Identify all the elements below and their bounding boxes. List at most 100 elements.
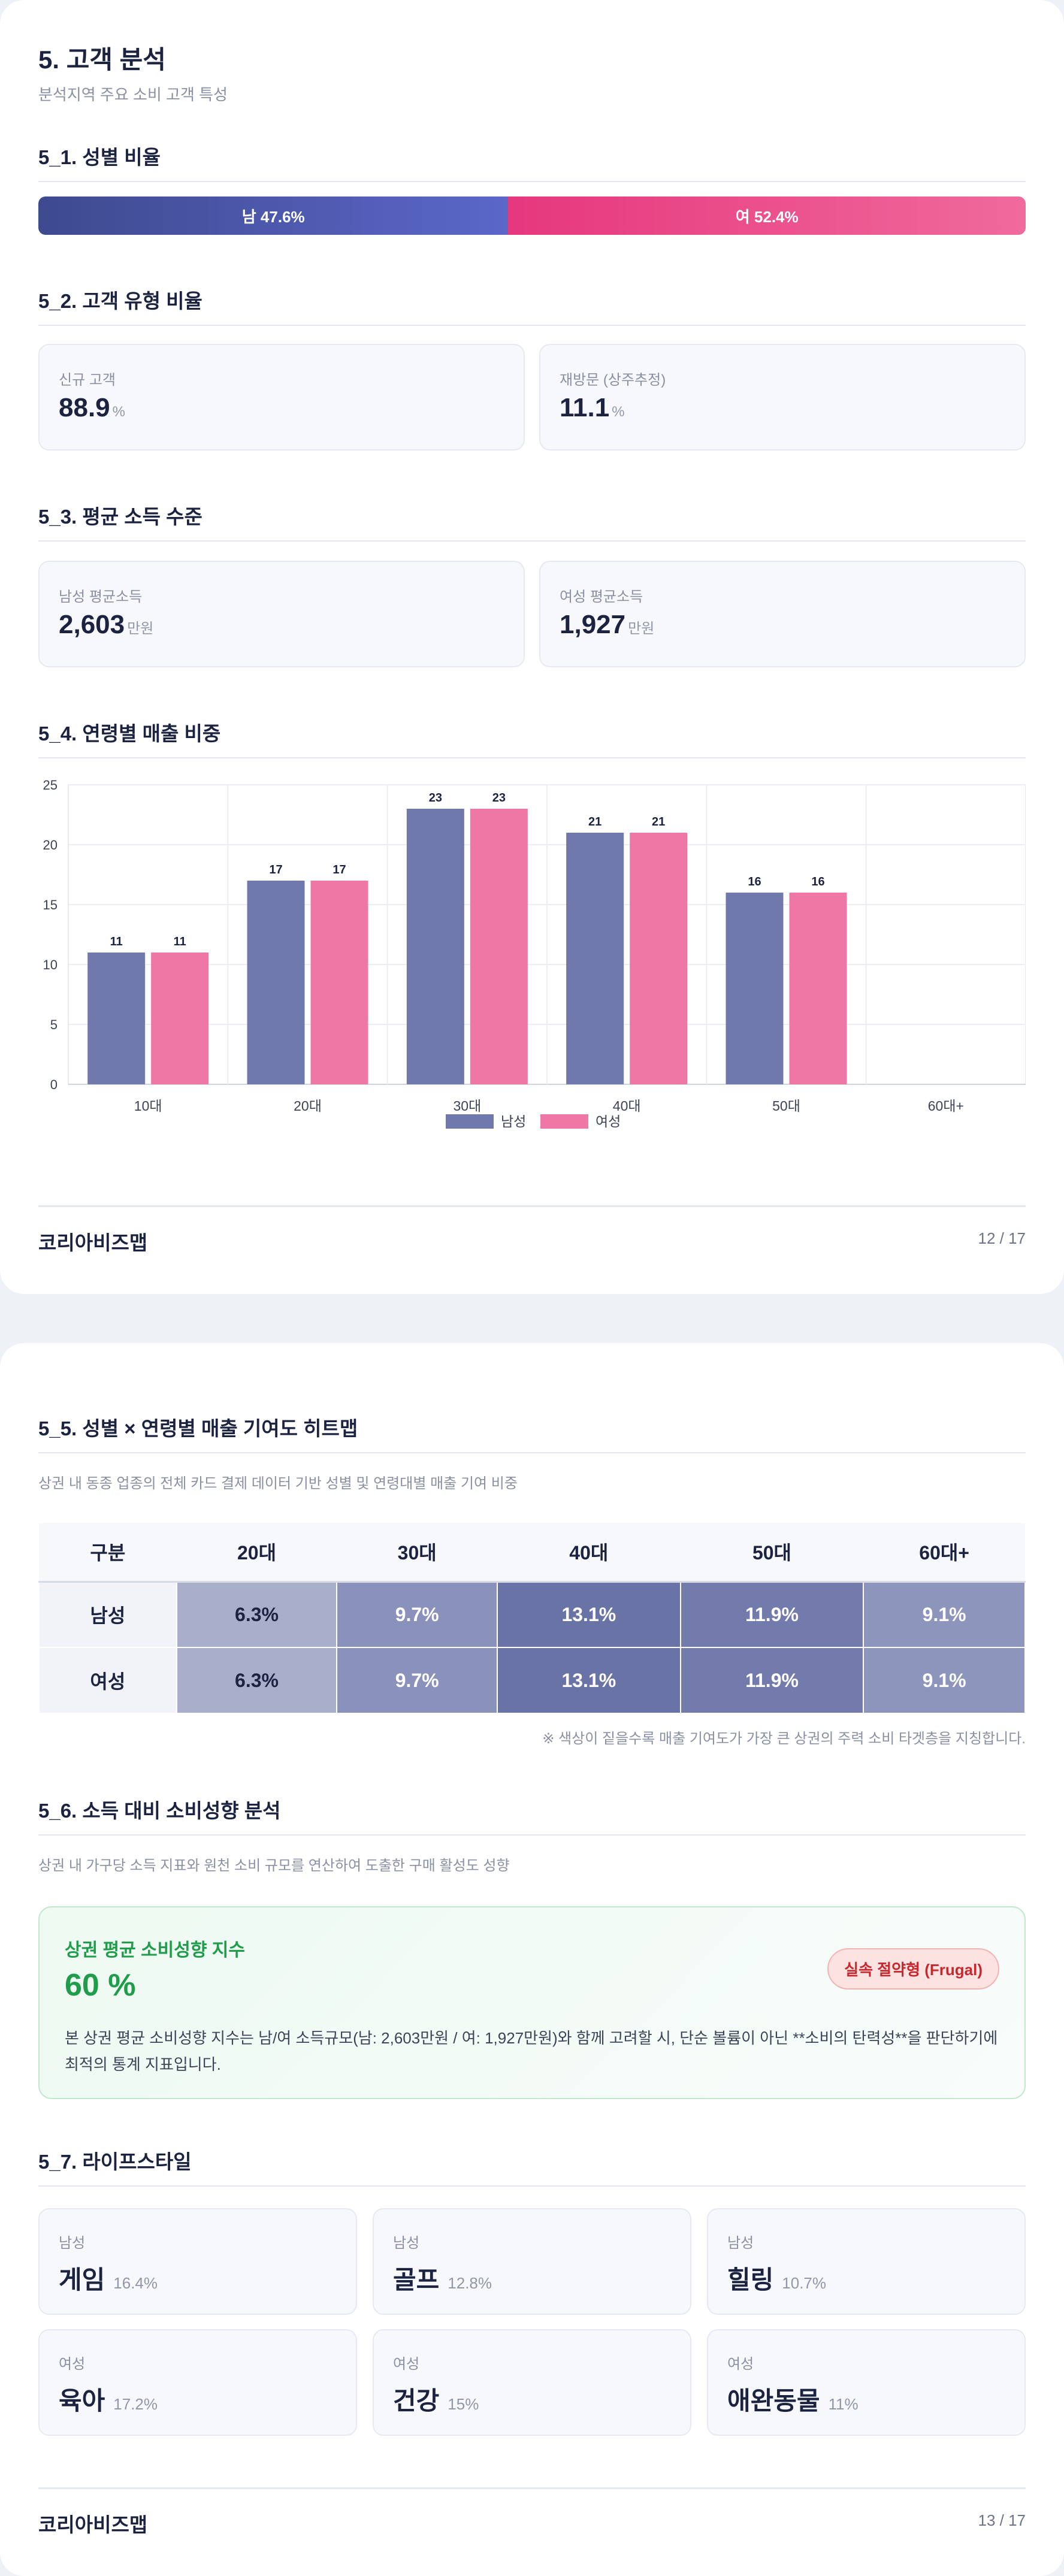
section-title-customer-type: 5_2. 고객 유형 비율: [38, 290, 202, 312]
section-description: 상권 내 동종 업종의 전체 카드 결제 데이터 기반 성별 및 연령대별 매출…: [38, 1476, 518, 1492]
card-male-income: 남성 평균소득 2,603 만원: [38, 561, 525, 667]
x-tick-label: 30대: [453, 1098, 481, 1114]
footer-page-number: 13 / 17: [978, 2511, 1026, 2529]
lifestyle-gender: 여성: [393, 2356, 420, 2372]
data-label: 16: [748, 875, 761, 888]
card-label: 신규 고객: [59, 372, 116, 388]
heatmap-cell: 6.3%: [176, 1581, 338, 1648]
lifestyle-gender: 남성: [393, 2235, 420, 2251]
heatmap-cell: 6.3%: [176, 1647, 338, 1714]
heatmap-row-female: 여성 6.3% 9.7% 13.1% 11.9% 9.1%: [38, 1647, 1026, 1714]
card-new-customers: 신규 고객 88.9%: [38, 344, 525, 451]
legend-swatch-female: [540, 1114, 588, 1129]
lifestyle-name: 애완동물 11%: [727, 2387, 859, 2415]
card-value: 2,603 만원: [59, 610, 154, 639]
lifestyle-name: 힐링 10.7%: [727, 2266, 827, 2294]
bar: [310, 881, 368, 1084]
lifestyle-name: 건강 15%: [393, 2387, 479, 2415]
data-label: 21: [588, 815, 601, 829]
lifestyle-gender: 남성: [727, 2235, 754, 2251]
page-subtitle: 분석지역 주요 소비 고객 특성: [38, 86, 228, 104]
section-title-propensity: 5_6. 소득 대비 소비성향 분석: [38, 1800, 281, 1822]
bar: [247, 881, 305, 1084]
section-title-heatmap: 5_5. 성별 × 연령별 매출 기여도 히트맵: [38, 1417, 358, 1440]
page-content: 5. 고객 분석 분석지역 주요 소비 고객 특성 5_1. 성별 비율 남 4…: [38, 0, 1026, 1294]
section-title-income: 5_3. 평균 소득 수준: [38, 506, 202, 528]
section-divider: [38, 181, 1026, 182]
footer-brand: 코리아비즈맵: [38, 1232, 148, 1254]
bar: [151, 953, 209, 1084]
legend-label: 여성: [596, 1114, 621, 1129]
lifestyle-card: 남성 골프 12.8%: [373, 2208, 691, 2315]
x-tick-label: 50대: [772, 1098, 800, 1114]
lifestyle-card: 여성 건강 15%: [373, 2329, 691, 2436]
section-description: 상권 내 가구당 소득 지표와 원천 소비 규모를 연산하여 도출한 구매 활성…: [38, 1858, 510, 1874]
heatmap-row-label: 남성: [38, 1581, 177, 1648]
data-label: 23: [492, 791, 506, 805]
heatmap-row-male: 남성 6.3% 9.7% 13.1% 11.9% 9.1%: [38, 1581, 1026, 1648]
bar: [630, 833, 688, 1084]
heatmap-header-cell: 20대: [176, 1523, 337, 1582]
heatmap-cell: 9.7%: [336, 1581, 498, 1648]
section-divider: [38, 1834, 1026, 1836]
y-tick-label: 25: [43, 778, 58, 793]
propensity-card-title: 상권 평균 소비성향 지수: [65, 1940, 246, 1960]
x-tick-label: 20대: [294, 1098, 322, 1114]
section-divider: [38, 1452, 1026, 1453]
propensity-index-value: 60 %: [65, 1968, 136, 2003]
lifestyle-gender: 여성: [59, 2356, 86, 2372]
bar: [566, 833, 624, 1084]
male-ratio-segment: 남 47.6%: [38, 196, 509, 235]
data-label: 17: [269, 863, 282, 876]
x-tick-label: 60대+: [928, 1098, 964, 1114]
card-value: 88.9%: [59, 393, 125, 422]
section-title-lifestyle: 5_7. 라이프스타일: [38, 2151, 192, 2173]
card-label: 재방문 (상주추정): [560, 372, 666, 388]
footer-page-number: 12 / 17: [978, 1229, 1026, 1247]
lifestyle-gender: 여성: [727, 2356, 754, 2372]
propensity-card: 상권 평균 소비성향 지수 60 % 실속 절약형 (Frugal) 본 상권 …: [38, 1906, 1026, 2099]
lifestyle-name: 육아 17.2%: [59, 2387, 158, 2415]
card-returning-customers: 재방문 (상주추정) 11.1%: [539, 344, 1026, 451]
section-divider: [38, 325, 1026, 326]
bar: [726, 893, 784, 1084]
bar: [789, 893, 847, 1084]
card-female-income: 여성 평균소득 1,927 만원: [539, 561, 1026, 667]
propensity-type-badge: 실속 절약형 (Frugal): [827, 1948, 999, 1990]
propensity-description: 본 상권 평균 소비성향 지수는 남/여 소득규모(남: 2,603만원 / 여…: [65, 2029, 998, 2073]
footer-brand: 코리아비즈맵: [38, 2514, 148, 2536]
data-label: 11: [110, 935, 123, 948]
data-label: 21: [652, 815, 665, 829]
data-label: 11: [174, 935, 186, 948]
heatmap-header-cell: 50대: [680, 1523, 864, 1582]
section-divider: [38, 757, 1026, 758]
gender-ratio-bar: 남 47.6% 여 52.4%: [38, 196, 1026, 235]
lifestyle-name: 골프 12.8%: [393, 2266, 492, 2294]
y-tick-label: 5: [50, 1017, 58, 1032]
data-label: 16: [811, 875, 824, 888]
bar: [87, 953, 146, 1084]
report-page-13: 5_5. 성별 × 연령별 매출 기여도 히트맵 상권 내 동종 업종의 전체 …: [0, 1343, 1064, 2576]
x-tick-label: 40대: [613, 1098, 641, 1114]
page-content: 5_5. 성별 × 연령별 매출 기여도 히트맵 상권 내 동종 업종의 전체 …: [38, 1343, 1026, 2576]
card-label: 남성 평균소득: [59, 589, 143, 605]
y-tick-label: 20: [43, 837, 58, 852]
section-title-age-sales: 5_4. 연령별 매출 비중: [38, 722, 221, 745]
footer-divider: [38, 1205, 1026, 1207]
section-title-gender-ratio: 5_1. 성별 비율: [38, 146, 161, 168]
age-sales-chart: 0 5 10 15 20 25 11 11 10대 17 17 20대 23 23 30대 21 21 40대 16…: [38, 773, 1026, 1156]
lifestyle-name: 게임 16.4%: [59, 2266, 158, 2294]
card-label: 여성 평균소득: [560, 589, 643, 605]
heatmap-cell: 9.7%: [336, 1647, 498, 1714]
heatmap-cell: 13.1%: [497, 1647, 681, 1714]
heatmap-cell: 11.9%: [679, 1581, 864, 1648]
heatmap-table: 구분 20대 30대 40대 50대 60대+ 남성 6.3% 9.7% 13.…: [38, 1523, 1026, 1714]
y-tick-label: 15: [43, 897, 58, 912]
heatmap-cell: 9.1%: [863, 1647, 1026, 1714]
female-ratio-segment: 여 52.4%: [508, 196, 1026, 235]
legend-label: 남성: [501, 1114, 526, 1129]
y-tick-label: 0: [50, 1077, 58, 1092]
heatmap-header-cell: 구분: [39, 1523, 177, 1582]
card-value: 11.1%: [560, 393, 625, 422]
data-label: 17: [332, 863, 346, 876]
